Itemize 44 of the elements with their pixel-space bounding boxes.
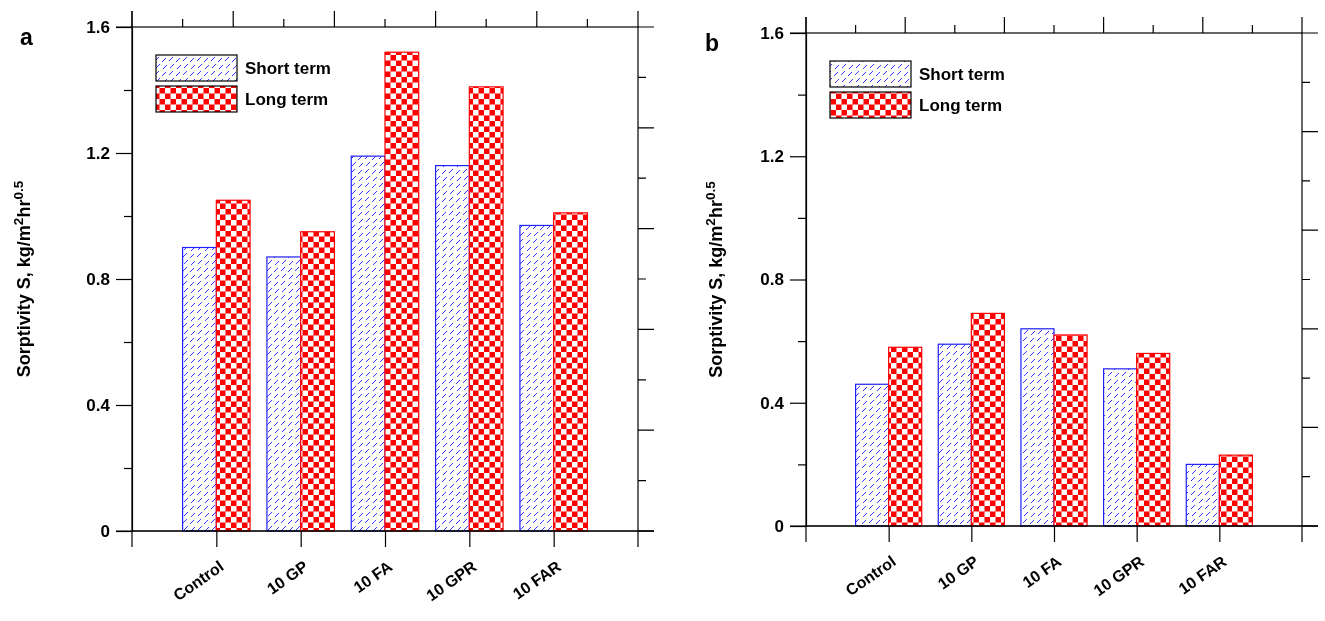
x-tick-label: 10 GP [263, 557, 312, 598]
chart-title: b [705, 30, 720, 56]
y-tick-label: 1.6 [760, 23, 784, 43]
legend-label: Short term [245, 59, 331, 78]
y-tick-label: 1.2 [760, 147, 784, 167]
x-tick-label: 10 FAR [509, 557, 565, 603]
bar [266, 256, 302, 532]
x-tick-label: 10 GPR [423, 557, 480, 605]
y-tick-label: 0.8 [86, 269, 110, 289]
x-tick-label: 10 FA [1019, 552, 1065, 591]
bar [1020, 328, 1055, 527]
chart-title: a [20, 24, 33, 50]
y-tick-label: 0.4 [86, 395, 111, 415]
y-tick-label: 1.6 [86, 17, 110, 37]
legend-label: Long term [245, 90, 329, 109]
y-tick-label: 0 [774, 516, 784, 536]
x-tick-label: 10 FAR [1175, 552, 1230, 598]
bar [435, 165, 470, 532]
bar [468, 86, 504, 532]
bar [215, 199, 251, 532]
bar [350, 155, 386, 532]
bar [553, 212, 588, 532]
x-tick-label: 10 FA [350, 557, 396, 596]
y-tick-label: 1.2 [86, 143, 110, 163]
bar [384, 51, 420, 532]
bar [1053, 334, 1088, 527]
bar [1185, 463, 1220, 527]
bar [970, 312, 1005, 527]
bar [300, 231, 335, 532]
bar [1103, 368, 1138, 527]
bar [182, 246, 217, 532]
y-tick-label: 0.4 [760, 393, 785, 413]
legend-label: Long term [919, 96, 1003, 115]
x-tick-label: 10 GP [934, 552, 982, 593]
bar [1218, 454, 1253, 527]
y-tick-label: 0 [100, 521, 110, 541]
x-tick-label: 10 GPR [1090, 552, 1148, 600]
bar [937, 343, 972, 527]
legend-label: Short term [919, 65, 1005, 84]
bar [519, 224, 555, 532]
bar [1136, 352, 1171, 527]
y-tick-label: 0.8 [760, 270, 784, 290]
bar [888, 346, 923, 527]
bar [855, 383, 890, 527]
